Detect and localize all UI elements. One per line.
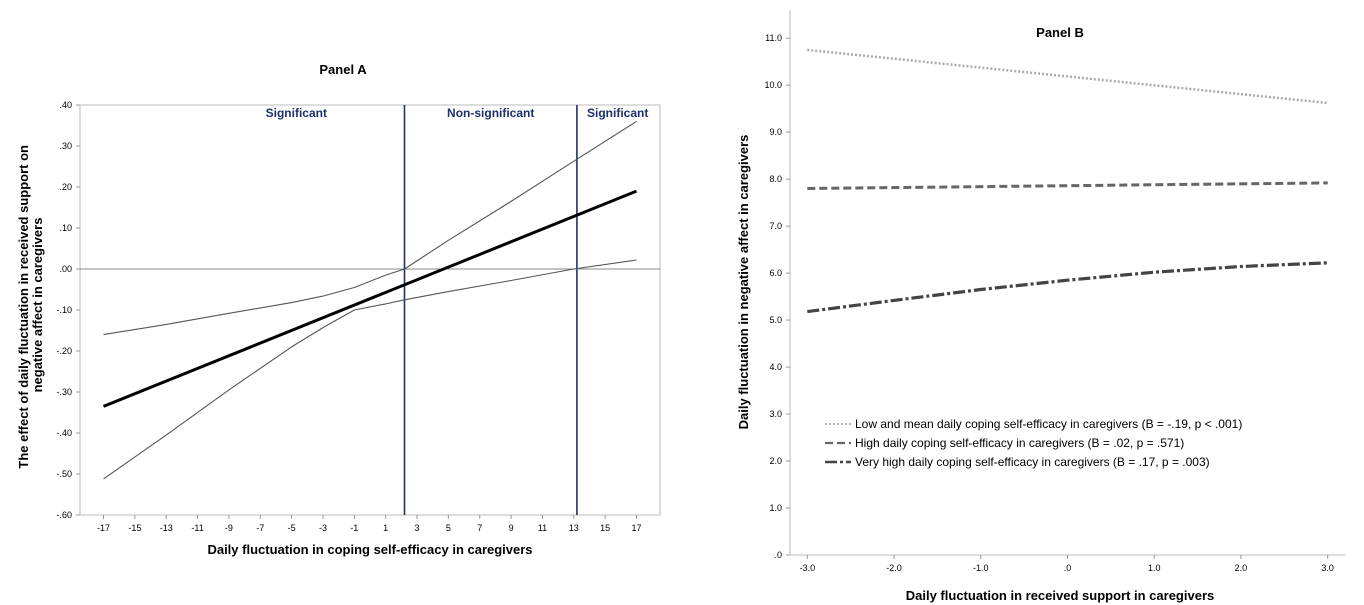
- panel-b: Panel B .0 1.0 2.0 3.0 4.0 5.0 6.0 7.0 8.0 9.0 10.…: [736, 10, 1345, 603]
- panel-b-y-tick-label: 7.0: [769, 221, 782, 231]
- panel-a-y-axis-title-line-2: negative affect in caregivers: [30, 218, 45, 393]
- panel-b-y-tick-label: 3.0: [769, 409, 782, 419]
- panel-a-x-tick-label: -7: [256, 523, 264, 533]
- panel-a-x-tick-label: 11: [538, 523, 547, 533]
- panel-a-x-tick-label: 3: [415, 523, 420, 533]
- panel-b-y-tick-label: 1.0: [769, 503, 782, 513]
- panel-a-x-tick-label: -13: [160, 523, 173, 533]
- panel-b-y-tick-label: 10.0: [764, 80, 782, 90]
- panel-a-x-tick-label: -3: [319, 523, 327, 533]
- panel-b-y-tick-label: 4.0: [769, 362, 782, 372]
- panel-a-y-tick-label: .30: [59, 141, 72, 151]
- panel-a-region-label: Significant: [266, 106, 327, 120]
- panel-b-y-tick-label: .0: [774, 550, 782, 560]
- panel-a-y-axis-title: The effect of daily fluctuation in recei…: [16, 141, 45, 468]
- panel-a: Panel A -.60 -.50 -.40 -.30 -.20 -.10 .00 .10 .2…: [16, 62, 661, 557]
- panel-a-x-axis: -17 -15 -13 -11 -9 -7 -5 -3 -1 1 3 5 7 9 11 13 15 17: [97, 515, 641, 533]
- panel-a-y-axis-title-line-1: The effect of daily fluctuation in recei…: [16, 145, 31, 469]
- panel-a-x-tick-label: -1: [350, 523, 358, 533]
- panel-a-y-tick-label: -.50: [56, 469, 72, 479]
- panel-a-y-tick-label: -.10: [56, 305, 72, 315]
- panel-b-y-tick-label: 8.0: [769, 174, 782, 184]
- panel-a-y-tick-label: .20: [59, 182, 72, 192]
- panel-b-legend: Low and mean daily coping self-efficacy …: [825, 417, 1242, 469]
- panel-a-y-tick-label: -.60: [56, 510, 72, 520]
- panel-a-x-tick-label: -5: [288, 523, 296, 533]
- panel-b-x-tick-label: 2.0: [1235, 563, 1248, 573]
- panel-b-y-axis-title-group: Daily fluctuation in negative affect in …: [736, 135, 751, 430]
- panel-a-region-dividers: [403, 105, 578, 515]
- panel-b-x-tick-label: -2.0: [886, 563, 902, 573]
- panel-b-legend-label: High daily coping self-efficacy in careg…: [855, 436, 1184, 450]
- panel-b-title: Panel B: [1036, 25, 1084, 40]
- panel-b-y-axis: .0 1.0 2.0 3.0 4.0 5.0 6.0 7.0 8.0 9.0 10.0 11.0: [764, 33, 790, 560]
- panel-a-series: [80, 120, 660, 480]
- panel-a-y-tick-label: -.40: [56, 428, 72, 438]
- panel-b-legend-label: Low and mean daily coping self-efficacy …: [855, 417, 1242, 431]
- panel-b-y-axis-title: Daily fluctuation in negative affect in …: [736, 135, 751, 430]
- panel-a-x-tick-label: 15: [600, 523, 610, 533]
- panel-a-x-tick-label: -9: [225, 523, 233, 533]
- panel-a-y-axis-title-group: The effect of daily fluctuation in recei…: [16, 141, 45, 469]
- panel-b-y-tick-label: 11.0: [765, 33, 782, 43]
- panel-a-x-tick-label: 13: [569, 523, 579, 533]
- panel-a-x-tick-label: -15: [128, 523, 141, 533]
- panel-a-x-tick-label: 7: [477, 523, 482, 533]
- panel-b-y-tick-label: 6.0: [769, 268, 782, 278]
- panel-a-title: Panel A: [319, 62, 367, 77]
- panel-a-x-tick-label: 9: [509, 523, 514, 533]
- panel-a-region-label: Non-significant: [447, 106, 534, 120]
- panel-a-plot-frame: [79, 104, 661, 516]
- panel-b-x-axis: -3.0 -2.0 -1.0 .0 1.0 2.0 3.0: [800, 555, 1334, 573]
- panel-b-x-tick-label: .0: [1064, 563, 1072, 573]
- panel-a-region-label: Significant: [587, 106, 648, 120]
- panel-a-y-tick-label: .00: [59, 264, 72, 274]
- panel-a-line-estimate: [102, 189, 638, 408]
- panel-a-y-tick-label: -.20: [56, 346, 72, 356]
- panel-a-y-tick-label: .10: [59, 223, 72, 233]
- panel-b-series-line-2: [807, 181, 1328, 190]
- panel-a-y-tick-label: .40: [59, 100, 72, 110]
- panel-b-legend-label: Very high daily coping self-efficacy in …: [855, 455, 1210, 469]
- panel-a-line-lower-ci: [103, 259, 637, 480]
- panel-b-y-tick-label: 9.0: [769, 127, 782, 137]
- panel-b-x-tick-label: 1.0: [1148, 563, 1161, 573]
- panel-b-x-tick-label: -3.0: [800, 563, 816, 573]
- panel-a-region-labels: Significant Non-significant Significant: [266, 106, 649, 120]
- panel-a-y-tick-label: -.30: [56, 387, 72, 397]
- panel-b-series: [807, 48, 1328, 314]
- panel-a-x-tick-label: 17: [631, 523, 641, 533]
- panel-a-x-tick-label: 5: [446, 523, 451, 533]
- panel-b-y-tick-label: 5.0: [769, 315, 782, 325]
- panel-b-x-tick-label: -1.0: [973, 563, 989, 573]
- panel-a-y-axis: -.60 -.50 -.40 -.30 -.20 -.10 .00 .10 .20 .30 .40: [56, 100, 80, 520]
- panel-a-x-tick-label: 1: [383, 523, 388, 533]
- panel-b-y-tick-label: 2.0: [769, 456, 782, 466]
- panel-a-x-tick-label: -11: [191, 523, 203, 533]
- panel-b-x-axis-title: Daily fluctuation in received support in…: [906, 588, 1214, 603]
- panel-a-x-tick-label: -17: [97, 523, 110, 533]
- panel-b-series-line-3: [807, 261, 1328, 314]
- panel-a-line-upper-ci: [103, 120, 637, 336]
- panel-b-series-line-1: [807, 48, 1328, 105]
- panel-a-x-axis-title: Daily fluctuation in coping self-efficac…: [207, 542, 532, 557]
- panel-b-x-tick-label: 3.0: [1321, 563, 1334, 573]
